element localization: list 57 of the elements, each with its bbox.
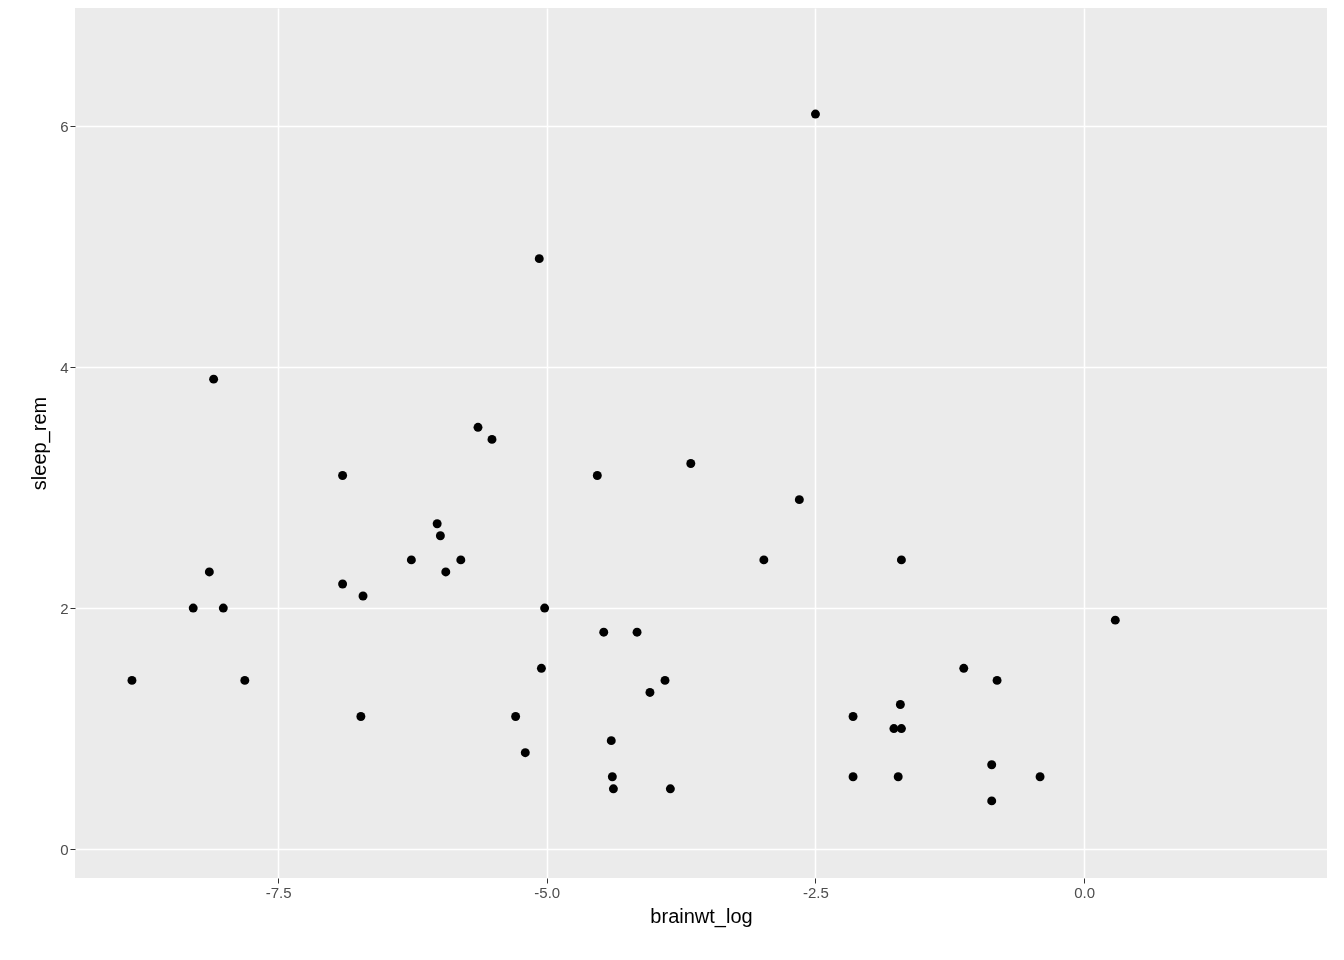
point — [520, 748, 530, 758]
point — [660, 675, 670, 685]
point — [127, 675, 137, 685]
point — [893, 772, 903, 782]
point — [534, 254, 544, 264]
point — [540, 603, 550, 613]
point — [632, 627, 642, 637]
point — [240, 675, 250, 685]
point — [794, 495, 804, 505]
point — [435, 531, 445, 541]
point — [473, 422, 483, 432]
point — [209, 374, 219, 384]
point — [441, 567, 451, 577]
point — [406, 555, 416, 565]
point — [487, 434, 497, 444]
point — [848, 772, 858, 782]
point — [607, 772, 617, 782]
y-axis-title: sleep_rem — [28, 396, 52, 491]
point — [686, 459, 696, 468]
x-tick-label: -2.5 — [803, 883, 829, 901]
point — [338, 579, 348, 589]
x-tick-label: -5.0 — [534, 883, 561, 901]
y-tick-label: 0 — [60, 840, 69, 858]
point — [895, 700, 905, 709]
x-axis-title: brainwt_log — [650, 904, 753, 928]
point — [432, 519, 442, 529]
point — [848, 712, 858, 721]
x-tick-label: 0.0 — [1074, 883, 1096, 901]
point — [992, 675, 1002, 685]
point — [592, 471, 602, 480]
point — [358, 591, 368, 601]
point — [599, 627, 609, 637]
point — [759, 555, 769, 565]
point — [536, 663, 546, 673]
point — [606, 736, 616, 746]
point — [356, 712, 366, 721]
point — [338, 471, 348, 480]
y-tick-label: 6 — [60, 117, 69, 135]
point — [896, 555, 906, 565]
y-tick-label: 4 — [60, 358, 69, 376]
x-tick-label: -7.5 — [265, 883, 292, 901]
point — [511, 712, 521, 721]
point — [645, 687, 655, 697]
point — [188, 603, 198, 613]
point — [810, 109, 820, 119]
point — [987, 760, 997, 770]
y-tick-label: 2 — [60, 599, 69, 617]
point — [987, 796, 997, 806]
point — [456, 555, 466, 565]
point — [896, 724, 906, 734]
point — [665, 784, 675, 794]
point — [959, 663, 969, 673]
point — [608, 784, 618, 794]
point — [1110, 615, 1120, 625]
point — [218, 603, 228, 613]
point — [204, 567, 214, 577]
point — [1035, 772, 1045, 782]
